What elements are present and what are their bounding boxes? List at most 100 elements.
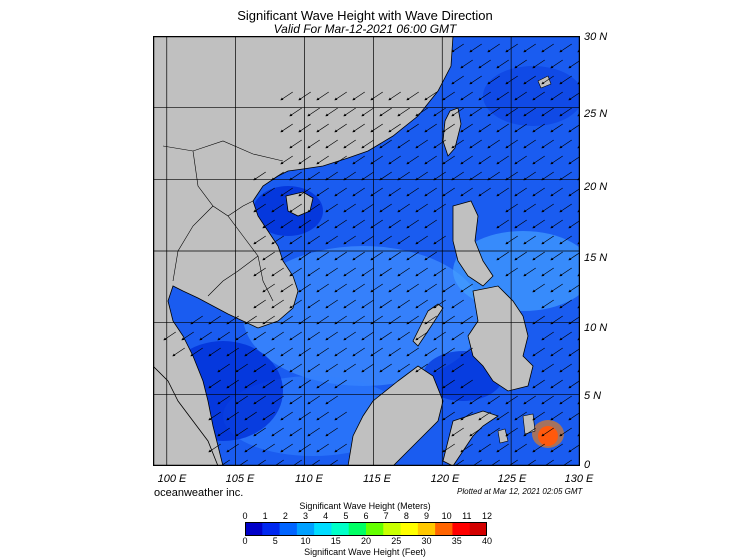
wave-direction-arrow: [397, 267, 410, 277]
colorbar-meter-tick: 0: [242, 511, 248, 521]
wave-direction-arrow: [451, 107, 464, 117]
wave-direction-arrow: [388, 91, 401, 101]
graticule: [153, 36, 580, 466]
wave-direction-arrow: [271, 363, 284, 373]
wave-direction-arrow: [496, 219, 509, 229]
wave-direction-arrow: [505, 235, 518, 245]
wave-direction-arrow: [280, 155, 293, 165]
wave-direction-arrow: [514, 155, 527, 165]
wave-direction-arrow: [307, 107, 320, 117]
wave-direction-arrow: [559, 139, 572, 149]
wave-direction-arrow: [361, 171, 374, 181]
wave-direction-arrow: [316, 187, 329, 197]
wave-direction-arrow: [406, 187, 419, 197]
wave-direction-arrow: [550, 283, 563, 293]
wave-direction-arrow: [325, 235, 338, 245]
wave-direction-arrow: [559, 171, 572, 181]
wave-direction-arrow: [541, 427, 554, 437]
wave-direction-arrow: [298, 251, 311, 261]
wave-direction-arrow: [460, 411, 473, 421]
wave-direction-arrow: [478, 443, 491, 453]
colorbar-segment: [245, 522, 263, 536]
wave-direction-arrow: [415, 267, 428, 277]
wave-direction-arrow: [280, 251, 293, 261]
colorbar-segment: [366, 522, 384, 536]
wave-direction-arrow: [325, 459, 338, 466]
wave-direction-arrow: [361, 331, 374, 341]
wave-direction-arrow: [559, 427, 572, 437]
wave-direction-arrow: [559, 331, 572, 341]
wave-direction-arrow: [397, 363, 410, 373]
wave-direction-arrow: [334, 315, 347, 325]
colorbar-meter-tick: 7: [383, 511, 389, 521]
wave-direction-arrow: [433, 235, 446, 245]
wave-direction-arrow: [379, 203, 392, 213]
wave-direction-arrow: [271, 171, 284, 181]
colorbar-feet-tick: 10: [300, 536, 311, 546]
colorbar-feet-tick: 40: [481, 536, 493, 546]
wave-direction-arrow: [433, 107, 446, 117]
colorbar-meter-tick: 9: [423, 511, 430, 521]
wave-direction-arrow: [541, 171, 554, 181]
colorbar-segment: [314, 522, 332, 536]
wave-direction-arrow: [541, 139, 554, 149]
wave-direction-arrow: [325, 171, 338, 181]
wave-direction-arrow: [244, 411, 257, 421]
wave-direction-arrow: [289, 459, 302, 466]
wave-direction-arrow: [550, 123, 563, 133]
wave-direction-arrow: [469, 459, 482, 466]
wave-direction-arrow: [451, 139, 464, 149]
wave-direction-arrow: [433, 171, 446, 181]
wave-direction-arrow: [262, 187, 275, 197]
wave-direction-arrow: [334, 91, 347, 101]
colorbar-segment: [469, 522, 487, 536]
wave-direction-arrow: [424, 155, 437, 165]
wave-direction-arrow: [334, 155, 347, 165]
wave-direction-arrow: [505, 75, 518, 85]
wave-direction-arrow: [505, 203, 518, 213]
wave-direction-arrow: [541, 267, 554, 277]
wave-direction-arrow: [523, 235, 536, 245]
wave-direction-arrow: [487, 171, 500, 181]
wave-direction-arrow: [334, 283, 347, 293]
wave-direction-arrow: [487, 395, 500, 405]
wave-direction-arrow: [298, 219, 311, 229]
wave-direction-arrow: [370, 219, 383, 229]
wave-direction-arrow: [415, 171, 428, 181]
wave-direction-arrow: [244, 347, 257, 357]
wave-direction-arrow: [289, 267, 302, 277]
sea-patch-central: [243, 246, 483, 386]
wave-direction-arrow: [235, 427, 248, 437]
wave-direction-arrow: [532, 379, 545, 389]
wave-direction-arrow: [406, 347, 419, 357]
wave-direction-arrow: [280, 443, 293, 453]
colorbar-meter-tick: 4: [323, 511, 329, 521]
wave-direction-arrow: [289, 363, 302, 373]
wave-direction-arrow: [541, 107, 554, 117]
land-luzon: [452, 200, 494, 287]
wave-direction-arrow: [253, 427, 266, 437]
land-mainland-asia: [153, 36, 454, 466]
wave-direction-arrow: [469, 427, 482, 437]
wave-direction-arrow: [334, 379, 347, 389]
wave-direction-arrow: [307, 171, 320, 181]
wave-direction-arrow: [316, 315, 329, 325]
colorbar-feet-tick: 5: [272, 536, 278, 546]
colorbar-segment: [400, 522, 419, 536]
wave-direction-arrow: [280, 283, 293, 293]
map-title: Significant Wave Height with Wave Direct…: [237, 8, 493, 23]
wave-direction-arrow: [478, 187, 491, 197]
wave-direction-arrow: [325, 395, 338, 405]
wave-direction-arrow: [262, 411, 275, 421]
wave-direction-arrow: [451, 395, 464, 405]
wave-direction-arrow: [280, 219, 293, 229]
wave-direction-arrow: [388, 219, 401, 229]
colorbar-feet-tick: 20: [360, 536, 372, 546]
wave-direction-arrow: [559, 203, 572, 213]
wave-direction-arrow: [343, 107, 356, 117]
wave-direction-arrow: [370, 283, 383, 293]
wave-direction-arrow: [541, 75, 554, 85]
land-borneo: [347, 365, 444, 466]
wave-direction-arrow: [550, 347, 563, 357]
land-sumatra: [153, 365, 219, 466]
